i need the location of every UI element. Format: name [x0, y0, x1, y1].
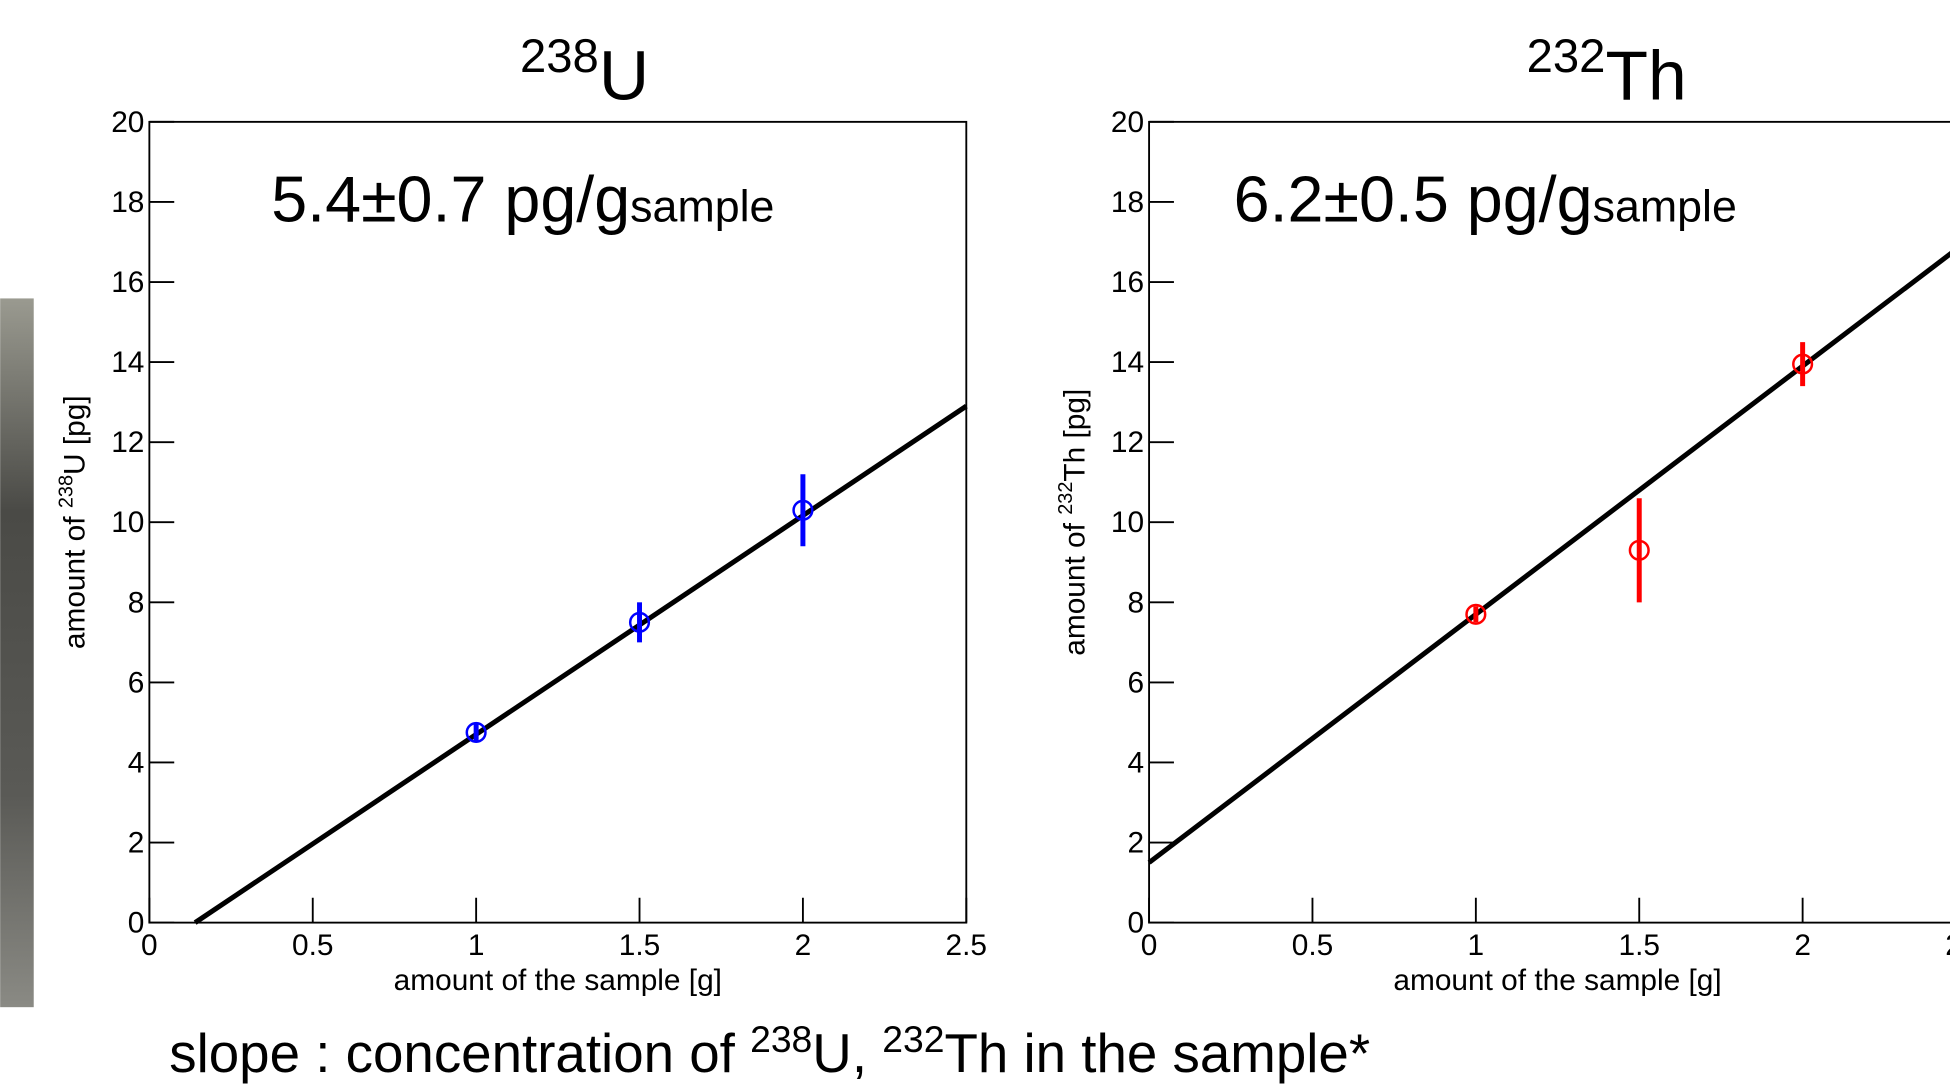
fit-line	[1147, 251, 1950, 865]
caption-text: U,	[812, 1022, 882, 1084]
y-tick-label: 4	[128, 746, 145, 779]
y-tick-label: 10	[1111, 506, 1144, 539]
title-sup: 232	[1527, 30, 1606, 83]
title-text: U	[599, 36, 649, 114]
y-tick-label: 4	[1128, 746, 1145, 779]
photo-strip	[0, 298, 34, 1008]
y-label-text: U [pg]	[59, 395, 92, 475]
chart-title: 232Th	[1527, 30, 1687, 114]
y-tick-label: 20	[1111, 106, 1144, 139]
y-label-sup: 238	[55, 475, 77, 508]
marker	[465, 721, 487, 744]
annotation-text: 6.2±0.5 pg/g	[1234, 162, 1593, 235]
y-tick-label: 2	[128, 826, 145, 859]
x-tick-label: 1	[1468, 929, 1485, 962]
y-tick-label: 8	[128, 586, 145, 619]
x-tick-label: 1	[468, 929, 485, 962]
y-tick-label: 14	[111, 346, 144, 379]
annotation: 6.2±0.5 pg/gsample	[1234, 162, 1737, 235]
x-tick-label: 2.5	[1945, 929, 1950, 962]
x-tick-label: 2	[795, 929, 812, 962]
y-tick-label: 18	[111, 186, 144, 219]
x-tick-label: 0	[1141, 929, 1158, 962]
y-tick-label: 2	[1128, 826, 1145, 859]
y-label-text: amount of	[1058, 515, 1091, 656]
marker	[1628, 539, 1650, 561]
y-tick-label: 14	[1111, 346, 1144, 379]
chart-title: 238U	[520, 30, 649, 114]
title-text: Th	[1605, 36, 1686, 114]
y-tick-label: 12	[111, 426, 144, 459]
x-tick-label: 2.5	[946, 929, 987, 962]
caption-text: slope : concentration of	[169, 1022, 750, 1084]
marker	[1792, 353, 1814, 375]
y-label-sup: 232	[1055, 482, 1077, 515]
marker	[628, 611, 651, 633]
y-tick-label: 10	[111, 506, 144, 539]
x-tick-label: 1.5	[619, 929, 660, 962]
y-tick-label: 6	[1128, 666, 1145, 699]
caption-text: Th in the sample*	[944, 1022, 1370, 1084]
y-tick-label: 0	[1128, 907, 1145, 940]
y-tick-label: 8	[1128, 586, 1145, 619]
plot-frame	[1148, 120, 1950, 924]
chart: 232Th00.511.522.502468101214161820amount…	[1055, 30, 1950, 997]
y-axis-label: amount of 238U [pg]	[55, 395, 91, 649]
x-tick-label: 0.5	[1292, 929, 1333, 962]
y-tick-label: 0	[128, 907, 145, 940]
y-label-text: amount of	[59, 508, 92, 649]
y-label-text: Th [pg]	[1058, 389, 1091, 482]
x-tick-label: 0.5	[292, 929, 333, 962]
x-axis-label: amount of the sample [g]	[1393, 964, 1721, 997]
y-tick-label: 20	[111, 106, 144, 139]
title-sup: 238	[520, 30, 599, 83]
x-tick-label: 0	[141, 929, 158, 962]
annotation: 5.4±0.7 pg/gsample	[271, 162, 774, 235]
annotation-sub: sample	[1593, 181, 1737, 231]
y-tick-label: 16	[111, 266, 144, 299]
plot-frame	[148, 120, 968, 924]
x-axis-label: amount of the sample [g]	[394, 964, 722, 997]
caption: slope : concentration of 238U, 232Th in …	[169, 1018, 1370, 1084]
y-tick-label: 18	[1111, 186, 1144, 219]
y-tick-label: 16	[1111, 266, 1144, 299]
y-tick-label: 6	[128, 666, 145, 699]
annotation-text: 5.4±0.7 pg/g	[271, 162, 630, 235]
marker	[792, 499, 814, 521]
y-tick-label: 12	[1111, 426, 1144, 459]
caption-sup: 238	[750, 1018, 812, 1060]
annotation-sub: sample	[630, 181, 774, 231]
x-tick-label: 2	[1794, 929, 1811, 962]
caption-sup: 232	[882, 1018, 944, 1060]
marker	[1465, 603, 1487, 625]
fit-line	[193, 404, 968, 925]
x-tick-label: 1.5	[1619, 929, 1660, 962]
y-axis-label: amount of 232Th [pg]	[1055, 389, 1091, 656]
